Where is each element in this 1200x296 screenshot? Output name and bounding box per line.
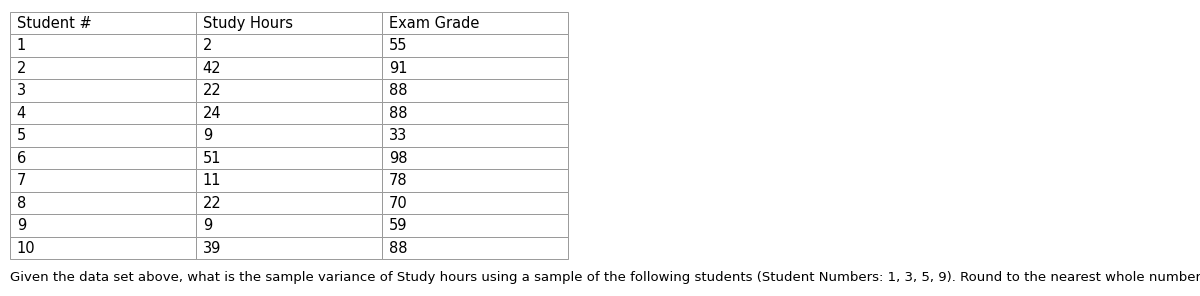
Bar <box>196 147 382 169</box>
Text: 59: 59 <box>389 218 407 233</box>
Bar <box>196 34 382 57</box>
Bar <box>10 192 196 214</box>
Text: 1: 1 <box>17 38 26 53</box>
Text: 3: 3 <box>17 83 26 98</box>
Bar <box>10 124 196 147</box>
Text: 70: 70 <box>389 196 408 210</box>
Text: Exam Grade: Exam Grade <box>389 16 479 30</box>
Text: 6: 6 <box>17 151 26 165</box>
Bar <box>382 192 568 214</box>
Text: 88: 88 <box>389 83 407 98</box>
Text: 4: 4 <box>17 106 26 120</box>
Text: 11: 11 <box>203 173 221 188</box>
Bar <box>10 147 196 169</box>
Text: 51: 51 <box>203 151 221 165</box>
Text: 7: 7 <box>17 173 26 188</box>
Bar <box>10 214 196 237</box>
Text: 78: 78 <box>389 173 408 188</box>
Text: 9: 9 <box>203 128 212 143</box>
Text: 10: 10 <box>17 241 36 255</box>
Bar <box>382 12 568 34</box>
Text: 91: 91 <box>389 61 407 75</box>
Bar <box>196 57 382 79</box>
Text: 2: 2 <box>17 61 26 75</box>
Text: 39: 39 <box>203 241 221 255</box>
Bar <box>196 237 382 259</box>
Bar <box>196 169 382 192</box>
Bar <box>382 169 568 192</box>
Text: 2: 2 <box>203 38 212 53</box>
Text: Study Hours: Study Hours <box>203 16 293 30</box>
Text: 98: 98 <box>389 151 407 165</box>
Bar <box>10 237 196 259</box>
Bar <box>10 102 196 124</box>
Bar <box>382 237 568 259</box>
Text: 9: 9 <box>17 218 26 233</box>
Text: 9: 9 <box>203 218 212 233</box>
Bar <box>10 12 196 34</box>
Bar <box>382 102 568 124</box>
Bar <box>196 214 382 237</box>
Bar <box>196 79 382 102</box>
Bar <box>196 102 382 124</box>
Bar <box>382 79 568 102</box>
Text: 8: 8 <box>17 196 26 210</box>
Bar <box>10 79 196 102</box>
Bar <box>196 12 382 34</box>
Text: 5: 5 <box>17 128 26 143</box>
Text: Student #: Student # <box>17 16 91 30</box>
Text: 22: 22 <box>203 83 222 98</box>
Text: Given the data set above, what is the sample variance of Study hours using a sam: Given the data set above, what is the sa… <box>10 271 1200 284</box>
Bar <box>382 57 568 79</box>
Text: 22: 22 <box>203 196 222 210</box>
Text: 24: 24 <box>203 106 222 120</box>
Bar <box>196 192 382 214</box>
Text: 88: 88 <box>389 106 407 120</box>
Text: 33: 33 <box>389 128 407 143</box>
Bar <box>382 214 568 237</box>
Bar <box>382 147 568 169</box>
Text: 42: 42 <box>203 61 222 75</box>
Text: 55: 55 <box>389 38 407 53</box>
Bar <box>382 124 568 147</box>
Bar <box>382 34 568 57</box>
Bar <box>196 124 382 147</box>
Text: 88: 88 <box>389 241 407 255</box>
Bar <box>10 34 196 57</box>
Bar <box>10 57 196 79</box>
Bar <box>10 169 196 192</box>
